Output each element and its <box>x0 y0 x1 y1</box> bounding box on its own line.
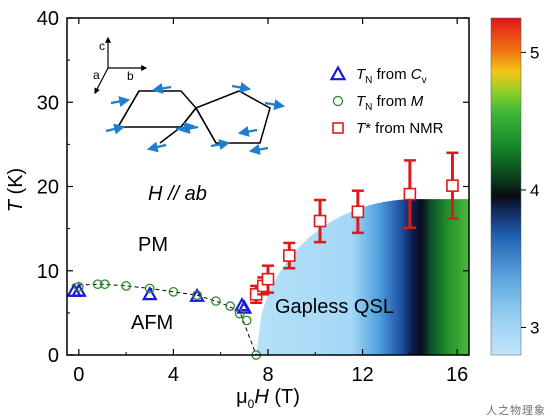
data-point-square <box>403 187 417 201</box>
colorbar-tick-label: 3 <box>530 318 539 337</box>
data-point-circle <box>241 315 252 326</box>
crystal-axes-inset: c a b <box>93 36 148 95</box>
legend-entry: T* from NMR <box>356 120 444 137</box>
legend: TN from Cv TN from M T* from NMR <box>329 65 444 137</box>
legend-entry: TN from M <box>356 93 424 113</box>
data-point-circle <box>73 281 84 292</box>
svg-text:b: b <box>127 69 134 83</box>
data-point-circle <box>211 296 221 306</box>
data-point-square <box>261 272 275 286</box>
data-point-circle <box>225 301 236 311</box>
y-tick-label: 10 <box>37 261 59 283</box>
legend-entry: TN from Cv <box>356 66 427 86</box>
data-marks <box>66 151 459 360</box>
y-tick-label: 40 <box>37 8 59 30</box>
y-tick-label: 0 <box>48 345 59 367</box>
data-point-square <box>282 249 296 262</box>
legend-marker-circle <box>332 95 344 107</box>
data-point-circle <box>234 308 245 319</box>
legend-marker-triangle <box>329 65 347 81</box>
data-point-circle <box>121 281 131 291</box>
data-point-circle <box>92 279 103 290</box>
field-direction-label: H // ab <box>148 183 207 205</box>
qsl-label: Gapless QSL <box>275 296 394 318</box>
axis-ticks: 0 4 8 12 16 0 10 20 30 40 <box>37 8 469 386</box>
qsl-region <box>256 199 469 355</box>
y-tick-label: 20 <box>37 177 59 199</box>
data-point-circle <box>192 290 202 301</box>
pm-label: PM <box>138 234 168 256</box>
watermark: 人之物理象 <box>486 404 546 417</box>
data-point-circle <box>99 279 110 290</box>
data-point-square <box>313 214 327 228</box>
data-point-triangle <box>189 287 205 302</box>
x-axis-title: μ0H (T) <box>236 386 300 411</box>
colorbar-gradient <box>491 18 521 355</box>
x-tick-label: 0 <box>73 364 84 386</box>
data-point-circle <box>168 286 179 297</box>
data-point-square <box>446 179 459 192</box>
svg-text:c: c <box>99 39 105 53</box>
data-point-triangle <box>236 299 253 314</box>
legend-marker-square <box>332 122 344 134</box>
data-point-circle <box>144 283 155 294</box>
data-point-square <box>351 205 365 219</box>
colorbar: 3 4 5 <box>490 17 539 356</box>
x-tick-label: 8 <box>262 364 273 386</box>
x-tick-label: 12 <box>351 364 373 386</box>
colorbar-tick-label: 5 <box>530 43 539 62</box>
x-tick-label: 16 <box>446 364 468 386</box>
honeycomb-spin-inset <box>105 82 286 155</box>
x-tick-label: 4 <box>168 364 179 386</box>
y-axis-title: T (K) <box>5 168 27 212</box>
y-tick-label: 30 <box>37 92 59 114</box>
colorbar-tick-label: 4 <box>530 181 539 200</box>
afm-label: AFM <box>131 312 173 334</box>
svg-text:a: a <box>93 68 100 82</box>
data-point-triangle <box>141 286 158 301</box>
